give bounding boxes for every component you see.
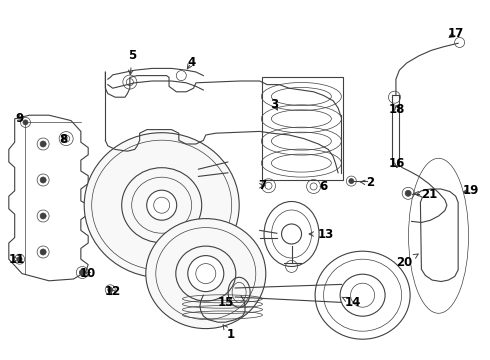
Circle shape <box>282 224 301 244</box>
Circle shape <box>405 190 411 196</box>
Text: 19: 19 <box>462 184 479 197</box>
Text: 21: 21 <box>414 188 437 201</box>
Text: 6: 6 <box>319 180 327 193</box>
Circle shape <box>349 179 354 184</box>
Text: 1: 1 <box>223 325 234 341</box>
Ellipse shape <box>315 251 410 339</box>
Text: 3: 3 <box>270 98 278 111</box>
Text: 8: 8 <box>60 133 68 146</box>
Circle shape <box>40 177 46 183</box>
Circle shape <box>40 213 46 219</box>
Text: 12: 12 <box>104 285 121 298</box>
Text: 4: 4 <box>187 57 195 69</box>
Text: 10: 10 <box>80 267 97 280</box>
Ellipse shape <box>146 219 266 329</box>
Text: 2: 2 <box>360 176 374 189</box>
Circle shape <box>188 256 224 292</box>
Text: 11: 11 <box>9 253 25 266</box>
Polygon shape <box>262 77 343 180</box>
Text: 16: 16 <box>389 157 405 170</box>
Circle shape <box>108 287 113 292</box>
Ellipse shape <box>84 133 239 278</box>
Circle shape <box>17 257 22 262</box>
Text: 5: 5 <box>128 49 136 75</box>
Text: 17: 17 <box>447 27 464 40</box>
Polygon shape <box>416 189 458 282</box>
Circle shape <box>147 190 177 220</box>
Text: 14: 14 <box>342 296 361 309</box>
Text: 9: 9 <box>16 112 24 125</box>
Text: 7: 7 <box>258 179 266 192</box>
Circle shape <box>40 249 46 255</box>
Circle shape <box>23 120 28 125</box>
Circle shape <box>79 270 85 275</box>
Text: 18: 18 <box>389 103 405 116</box>
Text: 15: 15 <box>217 296 234 309</box>
Text: 13: 13 <box>309 228 334 240</box>
Circle shape <box>40 141 46 147</box>
Text: 20: 20 <box>396 254 418 269</box>
